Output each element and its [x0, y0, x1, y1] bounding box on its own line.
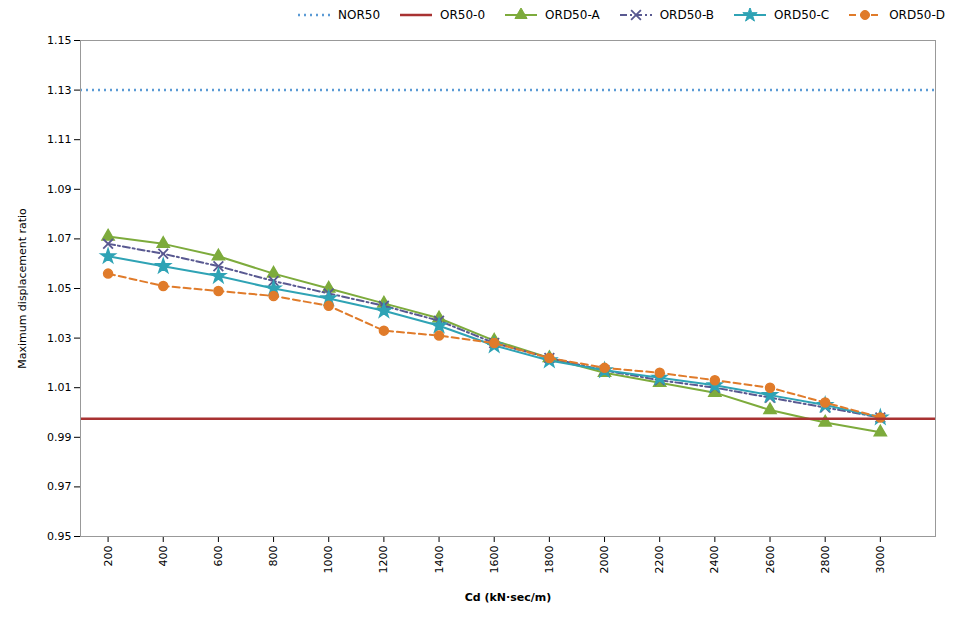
html-text:ORD50-A: ORD50-A: [545, 8, 600, 22]
svg-text:1600: 1600: [488, 546, 501, 574]
svg-text:1.07: 1.07: [47, 232, 72, 245]
svg-text:200: 200: [102, 546, 115, 567]
svg-text:0.97: 0.97: [47, 480, 72, 493]
svg-text:400: 400: [157, 546, 170, 567]
svg-text:1.09: 1.09: [47, 183, 72, 196]
svg-text:2000: 2000: [598, 546, 611, 574]
html-text:ORD50-D: ORD50-D: [889, 8, 945, 22]
svg-text:2600: 2600: [764, 546, 777, 574]
svg-text:2200: 2200: [653, 546, 666, 574]
svg-text:1.03: 1.03: [47, 332, 72, 345]
svg-text:Cd (kN·sec/m): Cd (kN·sec/m): [465, 591, 552, 604]
svg-text:1.05: 1.05: [47, 282, 72, 295]
svg-text:0.99: 0.99: [47, 431, 72, 444]
svg-text:1.01: 1.01: [47, 381, 72, 394]
svg-text:1000: 1000: [322, 546, 335, 574]
svg-text:2400: 2400: [708, 546, 721, 574]
svg-text:1.13: 1.13: [47, 84, 72, 97]
svg-text:1.15: 1.15: [47, 34, 72, 47]
html-text:ORD50-C: ORD50-C: [774, 8, 830, 22]
svg-text:800: 800: [267, 546, 280, 567]
svg-text:1200: 1200: [377, 546, 390, 574]
svg-text:1400: 1400: [433, 546, 446, 574]
svg-text:600: 600: [212, 546, 225, 567]
svg-text:3000: 3000: [874, 546, 887, 574]
html-text:OR50-0: OR50-0: [440, 8, 486, 22]
svg-text:1800: 1800: [543, 546, 556, 574]
svg-text:1.11: 1.11: [47, 133, 72, 146]
html-text:NOR50: NOR50: [338, 8, 381, 22]
html-text:ORD50-B: ORD50-B: [659, 8, 715, 22]
svg-text:Maximum displacement ratio: Maximum displacement ratio: [16, 208, 29, 369]
svg-text:2800: 2800: [819, 546, 832, 574]
svg-text:0.95: 0.95: [47, 530, 72, 543]
